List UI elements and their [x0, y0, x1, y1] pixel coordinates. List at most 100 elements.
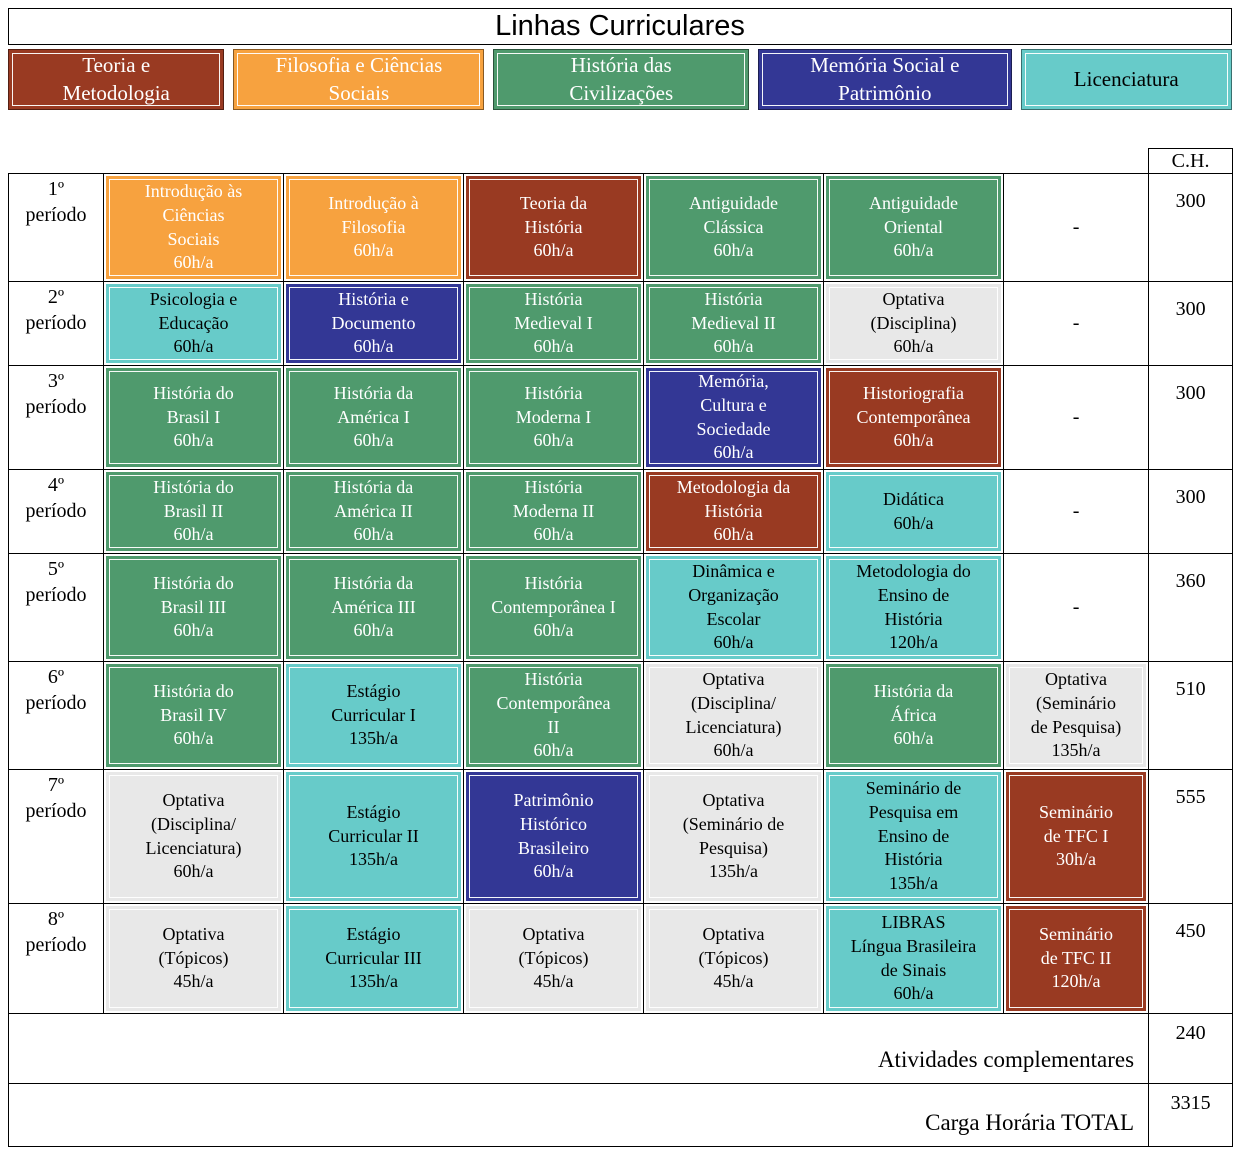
- course-block-teoria: Seminário de TFC II 120h/a: [1006, 906, 1147, 1011]
- page-title: Linhas Curriculares: [8, 8, 1232, 45]
- credit-hours: 240: [1148, 1013, 1234, 1084]
- course-cell: Optativa (Tópicos) 45h/a: [103, 903, 284, 1014]
- course-block-optativa: Optativa (Disciplina) 60h/a: [826, 284, 1001, 363]
- course-cell: Antiguidade Oriental 60h/a: [823, 173, 1004, 282]
- course-block-civilizacoes: História Medieval II 60h/a: [646, 284, 821, 363]
- credit-hours: 360: [1148, 553, 1234, 662]
- course-cell: Introdução à Filosofia 60h/a: [283, 173, 464, 282]
- course-block-licenciatura: LIBRAS Língua Brasileira de Sinais 60h/a: [826, 906, 1001, 1011]
- course-block-filosofia: Introdução à Filosofia 60h/a: [286, 176, 461, 279]
- course-cell: Estágio Curricular III 135h/a: [283, 903, 464, 1014]
- table-row: 3º período História do Brasil I 60h/a Hist…: [8, 365, 1234, 470]
- ch-column-header: C.H.: [1148, 148, 1234, 174]
- period-label: 4º período: [8, 469, 104, 554]
- course-cell: História Contemporânea I 60h/a: [463, 553, 644, 662]
- course-block-civilizacoes: História do Brasil II 60h/a: [106, 472, 281, 551]
- course-cell: Patrimônio Histórico Brasileiro 60h/a: [463, 769, 644, 904]
- credit-hours: 450: [1148, 903, 1234, 1014]
- course-block-filosofia: Introdução às Ciências Sociais 60h/a: [106, 176, 281, 279]
- course-cell: Seminário de TFC II 120h/a: [1002, 903, 1150, 1014]
- course-block-civilizacoes: Antiguidade Oriental 60h/a: [826, 176, 1001, 279]
- period-label: 6º período: [8, 661, 104, 770]
- course-block-licenciatura: Psicologia e Educação 60h/a: [106, 284, 281, 363]
- empty-cell: -: [1002, 173, 1150, 282]
- course-block-licenciatura: Seminário de Pesquisa em Ensino de Histó…: [826, 772, 1001, 901]
- legend-item-filosofia: Filosofia e Ciências Sociais: [233, 49, 485, 110]
- credit-hours: 300: [1148, 469, 1234, 554]
- course-cell: História do Brasil I 60h/a: [103, 365, 284, 470]
- credit-hours: 300: [1148, 173, 1234, 282]
- course-block-civilizacoes: História do Brasil IV 60h/a: [106, 664, 281, 767]
- course-block-civilizacoes: História do Brasil I 60h/a: [106, 368, 281, 467]
- course-cell: História Moderna II 60h/a: [463, 469, 644, 554]
- legend-item-teoria: Teoria e Metodologia: [8, 49, 225, 110]
- course-block-teoria: Historiografia Contemporânea 60h/a: [826, 368, 1001, 467]
- course-cell: História da América I 60h/a: [283, 365, 464, 470]
- period-label: 5º período: [8, 553, 104, 662]
- course-cell: História Medieval II 60h/a: [643, 281, 824, 366]
- empty-cell: -: [1002, 365, 1150, 470]
- footer-row: Carga Horária TOTAL 3315: [7, 1083, 1234, 1147]
- course-cell: Metodologia do Ensino de História 120h/a: [823, 553, 1004, 662]
- credit-hours: 555: [1148, 769, 1234, 904]
- course-cell: Optativa (Tópicos) 45h/a: [463, 903, 644, 1014]
- credit-hours: 300: [1148, 365, 1234, 470]
- credit-hours: 510: [1148, 661, 1234, 770]
- course-block-civilizacoes: História da África 60h/a: [826, 664, 1001, 767]
- course-cell: Optativa (Disciplina) 60h/a: [823, 281, 1004, 366]
- course-block-licenciatura: Dinâmica e Organização Escolar 60h/a: [646, 556, 821, 659]
- course-cell: História Contemporânea II 60h/a: [463, 661, 644, 770]
- table-row: 5º período História do Brasil III 60h/a Hi…: [8, 553, 1234, 662]
- course-cell: História da América III 60h/a: [283, 553, 464, 662]
- course-cell: Optativa (Seminário de Pesquisa) 135h/a: [643, 769, 824, 904]
- course-cell: Antiguidade Clássica 60h/a: [643, 173, 824, 282]
- table-row: 6º período História do Brasil IV 60h/a Est…: [8, 661, 1234, 770]
- course-cell: LIBRAS Língua Brasileira de Sinais 60h/a: [823, 903, 1004, 1014]
- course-cell: Seminário de Pesquisa em Ensino de Histó…: [823, 769, 1004, 904]
- course-block-teoria: Metodologia da História 60h/a: [646, 472, 821, 551]
- course-cell: Memória, Cultura e Sociedade 60h/a: [643, 365, 824, 470]
- period-label: 1º período: [8, 173, 104, 282]
- table-row: 1º período Introdução às Ciências Sociais…: [8, 173, 1234, 282]
- course-block-licenciatura: Didática 60h/a: [826, 472, 1001, 551]
- course-cell: História e Documento 60h/a: [283, 281, 464, 366]
- table-row: 8º período Optativa (Tópicos) 45h/a Estági…: [8, 903, 1234, 1014]
- course-block-optativa: Optativa (Disciplina/ Licenciatura) 60h/…: [106, 772, 281, 901]
- course-block-optativa: Optativa (Seminário de Pesquisa) 135h/a: [646, 772, 821, 901]
- course-block-licenciatura: Metodologia do Ensino de História 120h/a: [826, 556, 1001, 659]
- course-block-licenciatura: Estágio Curricular II 135h/a: [286, 772, 461, 901]
- table-row: 7º período Optativa (Disciplina/ Licencia…: [8, 769, 1234, 904]
- course-cell: História do Brasil III 60h/a: [103, 553, 284, 662]
- legend-item-memoria: Memória Social e Patrimônio: [758, 49, 1012, 110]
- course-cell: Optativa (Disciplina/ Licenciatura) 60h/…: [643, 661, 824, 770]
- course-cell: História do Brasil IV 60h/a: [103, 661, 284, 770]
- course-block-memoria: História e Documento 60h/a: [286, 284, 461, 363]
- table-row: 2º período Psicologia e Educação 60h/a His…: [8, 281, 1234, 366]
- course-cell: História do Brasil II 60h/a: [103, 469, 284, 554]
- course-block-optativa: Optativa (Tópicos) 45h/a: [106, 906, 281, 1011]
- table-row: 4º período História do Brasil II 60h/a His…: [8, 469, 1234, 554]
- course-cell: Metodologia da História 60h/a: [643, 469, 824, 554]
- period-label: 2º período: [8, 281, 104, 366]
- period-label: 7º período: [8, 769, 104, 904]
- course-block-licenciatura: Estágio Curricular I 135h/a: [286, 664, 461, 767]
- legend-item-civilizacoes: História das Civilizações: [493, 49, 750, 110]
- course-block-memoria: Memória, Cultura e Sociedade 60h/a: [646, 368, 821, 467]
- empty-cell: -: [1002, 281, 1150, 366]
- empty-cell: -: [1002, 553, 1150, 662]
- credit-hours: 300: [1148, 281, 1234, 366]
- course-block-civilizacoes: História Contemporânea I 60h/a: [466, 556, 641, 659]
- course-block-optativa: Optativa (Tópicos) 45h/a: [646, 906, 821, 1011]
- course-cell: Seminário de TFC I 30h/a: [1002, 769, 1150, 904]
- course-cell: Didática 60h/a: [823, 469, 1004, 554]
- course-cell: História da África 60h/a: [823, 661, 1004, 770]
- course-cell: Optativa (Disciplina/ Licenciatura) 60h/…: [103, 769, 284, 904]
- credit-hours: 3315: [1148, 1083, 1234, 1147]
- course-block-civilizacoes: História da América III 60h/a: [286, 556, 461, 659]
- course-block-civilizacoes: História Medieval I 60h/a: [466, 284, 641, 363]
- course-cell: Historiografia Contemporânea 60h/a: [823, 365, 1004, 470]
- course-block-civilizacoes: História da América II 60h/a: [286, 472, 461, 551]
- course-cell: Optativa (Tópicos) 45h/a: [643, 903, 824, 1014]
- course-cell: Dinâmica e Organização Escolar 60h/a: [643, 553, 824, 662]
